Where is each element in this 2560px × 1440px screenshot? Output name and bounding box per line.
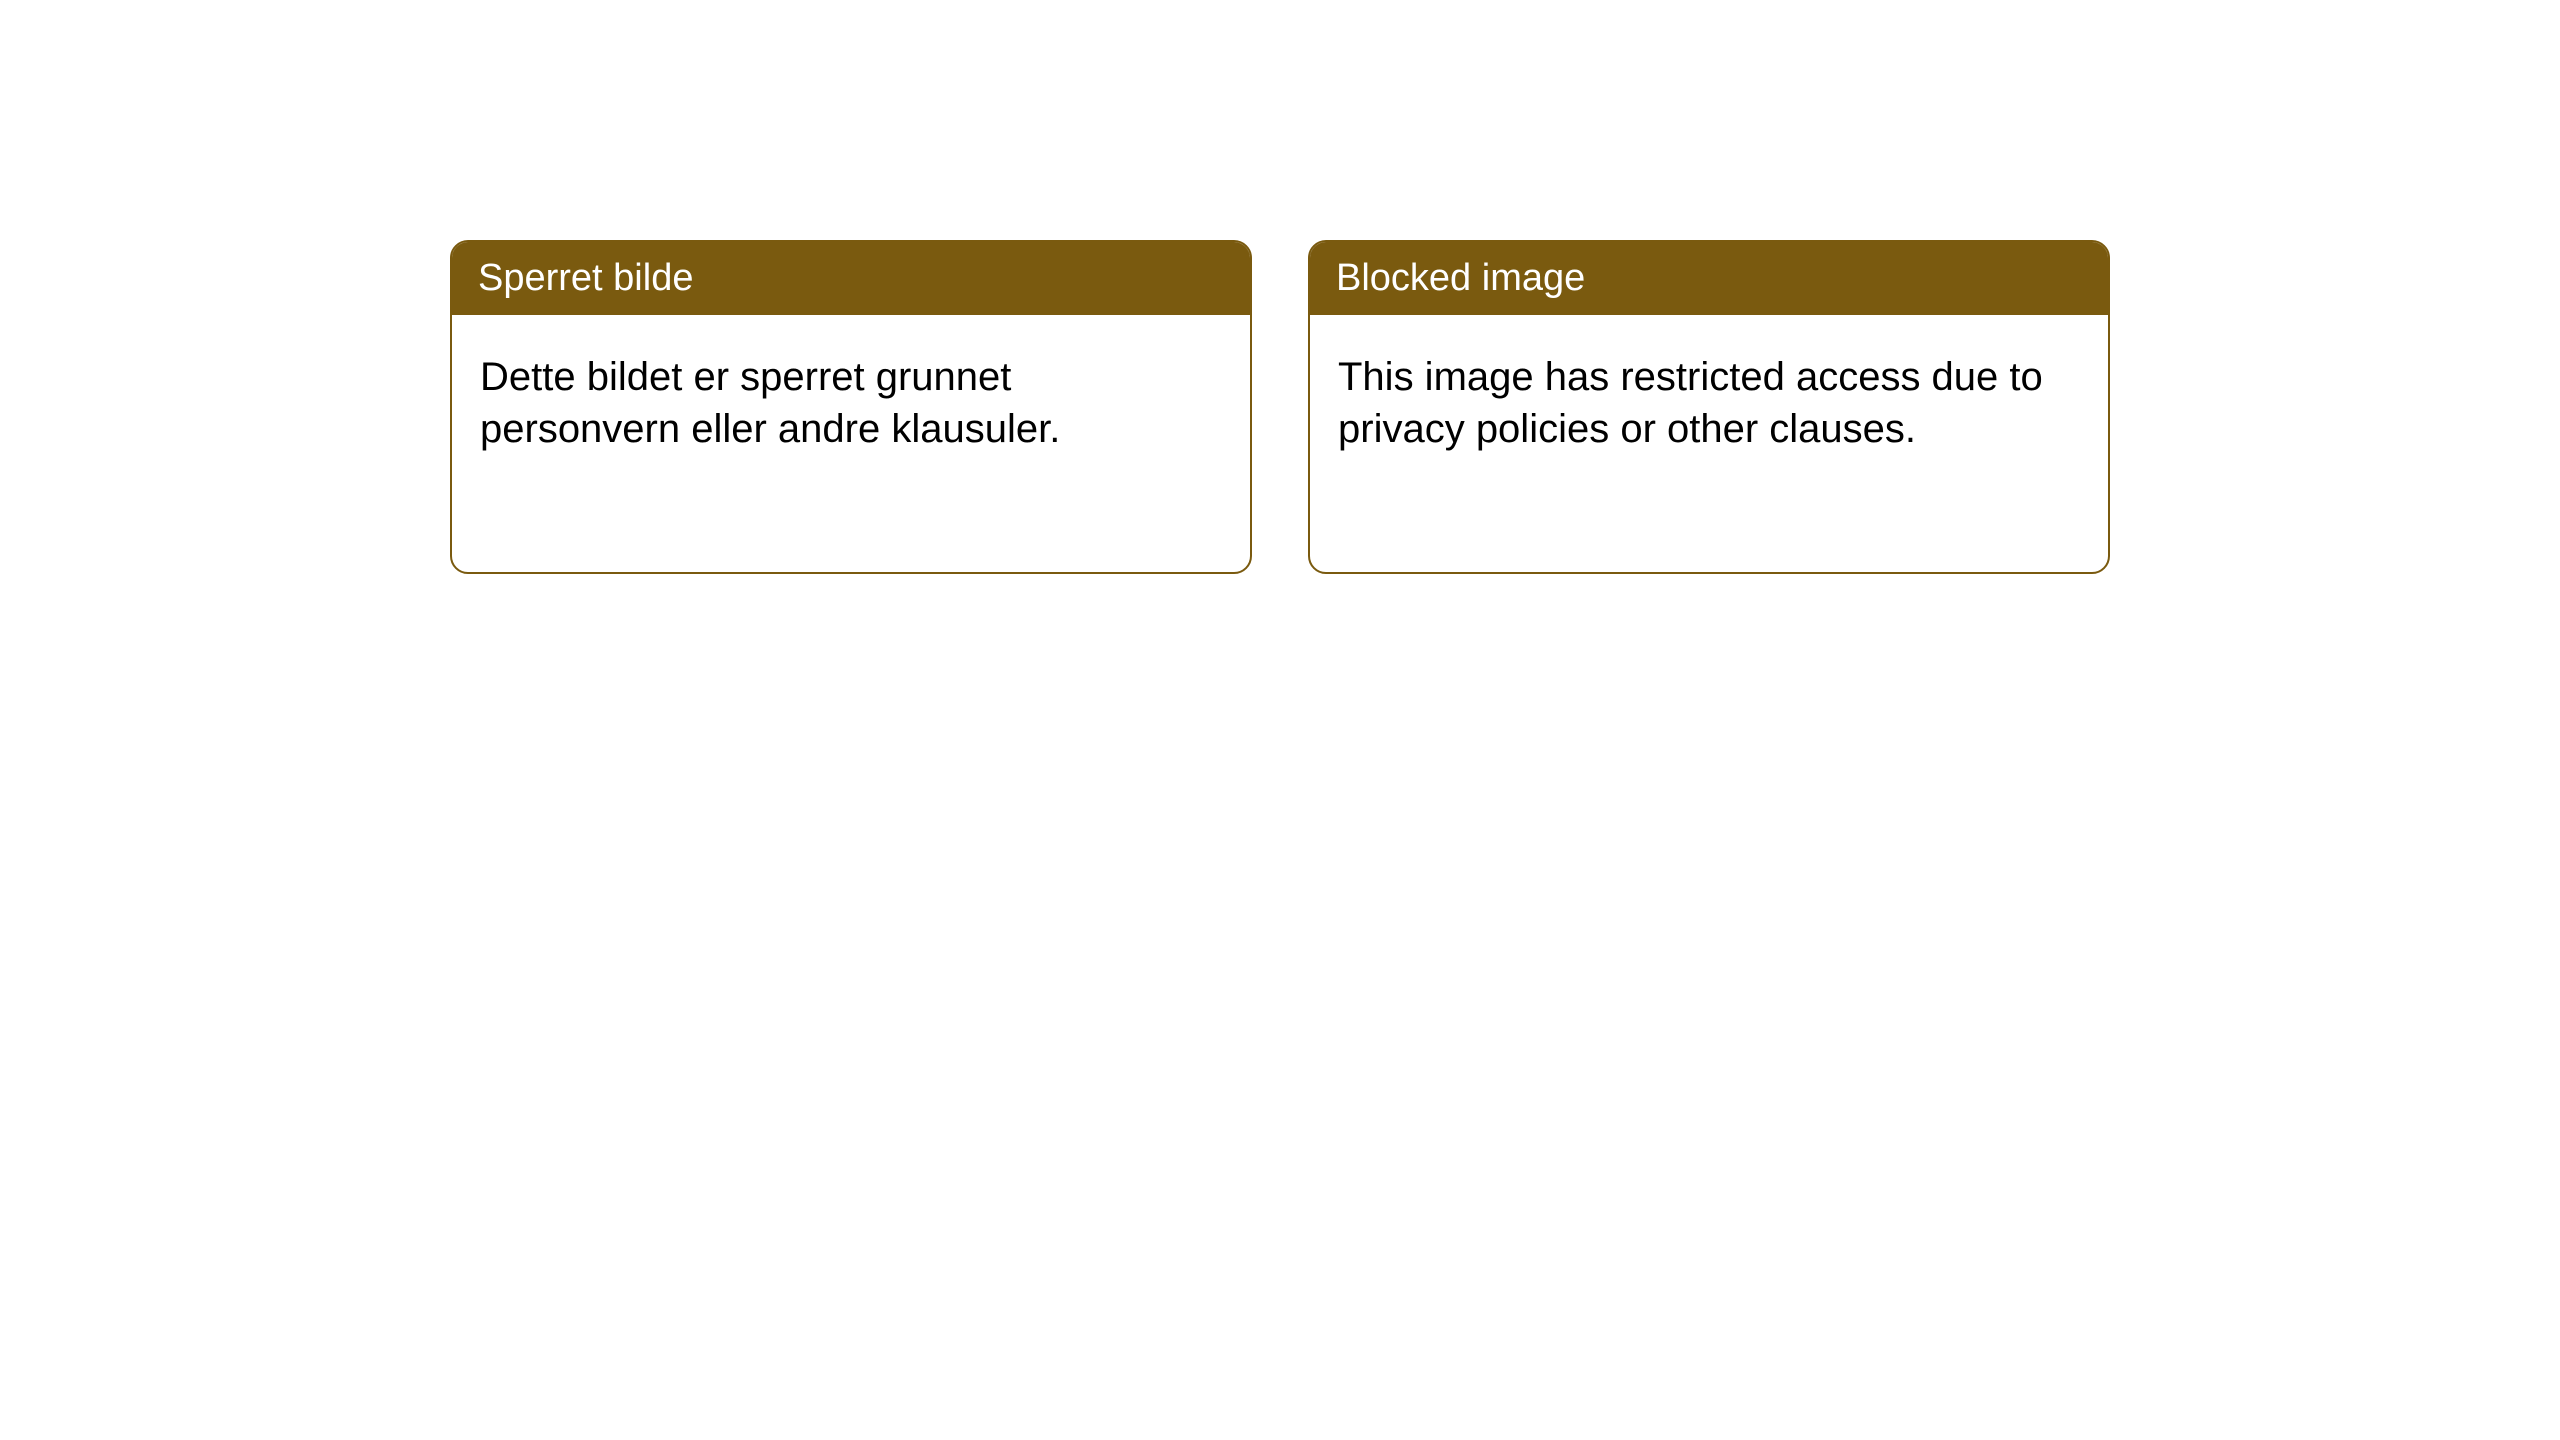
- card-body-text: Dette bildet er sperret grunnet personve…: [452, 315, 1250, 491]
- notice-card-norwegian: Sperret bilde Dette bildet er sperret gr…: [450, 240, 1252, 574]
- notice-card-english: Blocked image This image has restricted …: [1308, 240, 2110, 574]
- notice-cards-row: Sperret bilde Dette bildet er sperret gr…: [0, 0, 2560, 574]
- card-body-text: This image has restricted access due to …: [1310, 315, 2108, 491]
- card-title: Sperret bilde: [452, 242, 1250, 315]
- card-title: Blocked image: [1310, 242, 2108, 315]
